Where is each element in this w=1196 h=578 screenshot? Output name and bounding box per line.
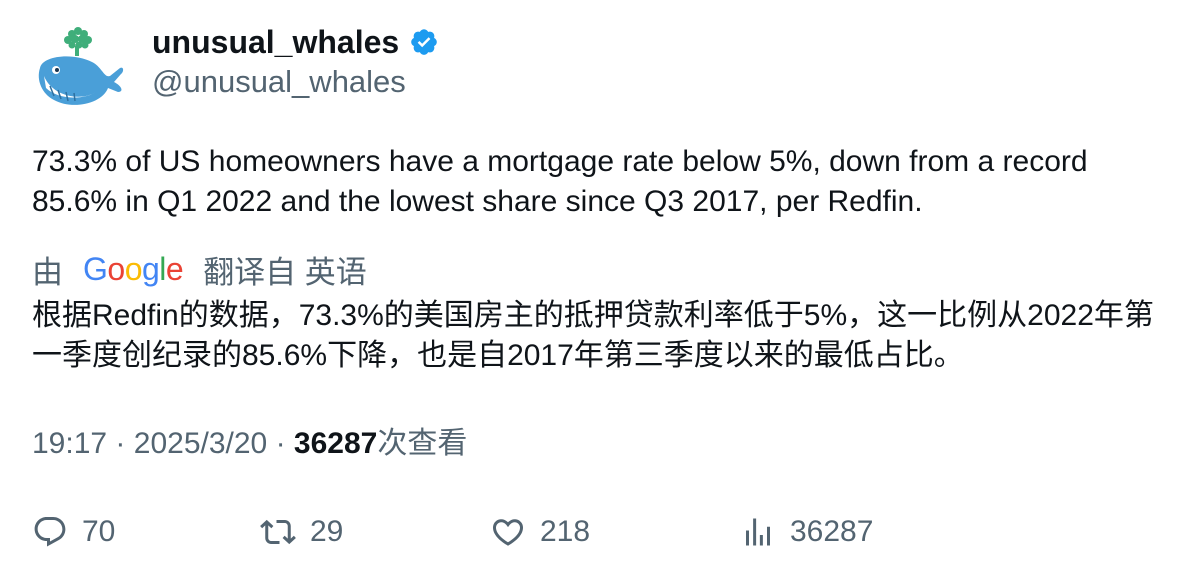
retweet-count: 29	[310, 515, 344, 548]
translation-from-label[interactable]: 翻译自 英语	[203, 254, 367, 290]
views-count: 36287	[293, 427, 378, 460]
meta-separator: ·	[275, 427, 286, 460]
like-button[interactable]: 218	[490, 510, 590, 554]
reply-count: 70	[82, 515, 116, 548]
retweet-icon	[260, 519, 296, 545]
translated-text: 根据Redfin的数据，73.3%的美国房主的抵押贷款利率低于5%，这一比例从2…	[32, 299, 1154, 372]
views-label: 次查看	[377, 427, 468, 460]
heart-icon	[492, 519, 524, 546]
reply-icon	[34, 517, 66, 547]
verified-badge-icon	[411, 29, 437, 55]
retweet-button[interactable]: 29	[260, 510, 343, 554]
tweet-date[interactable]: 2025/3/20	[133, 427, 268, 460]
tweet-text: 73.3% of US homeowners have a mortgage r…	[32, 145, 1088, 218]
tweet-time[interactable]: 19:17	[32, 427, 108, 460]
whale-logo-icon	[38, 27, 124, 105]
like-count: 218	[540, 515, 591, 548]
author-name-row[interactable]: unusual_whales	[152, 22, 439, 62]
tweet-meta: 19:17 · 2025/3/20 · 36287次查看	[32, 422, 467, 466]
views-button[interactable]: 36287	[740, 510, 873, 554]
author-handle[interactable]: @unusual_whales	[152, 64, 406, 99]
google-logo-icon: Google	[83, 250, 184, 287]
translation-by-label: 由	[32, 254, 63, 290]
analytics-icon	[746, 518, 770, 546]
meta-separator: ·	[115, 427, 126, 460]
author-display-name[interactable]: unusual_whales	[152, 24, 400, 60]
reply-button[interactable]: 70	[32, 510, 115, 554]
avatar[interactable]	[32, 26, 124, 112]
views-action-count: 36287	[790, 515, 874, 548]
translation-attribution: 由 Google 翻译自 英语	[32, 247, 367, 291]
